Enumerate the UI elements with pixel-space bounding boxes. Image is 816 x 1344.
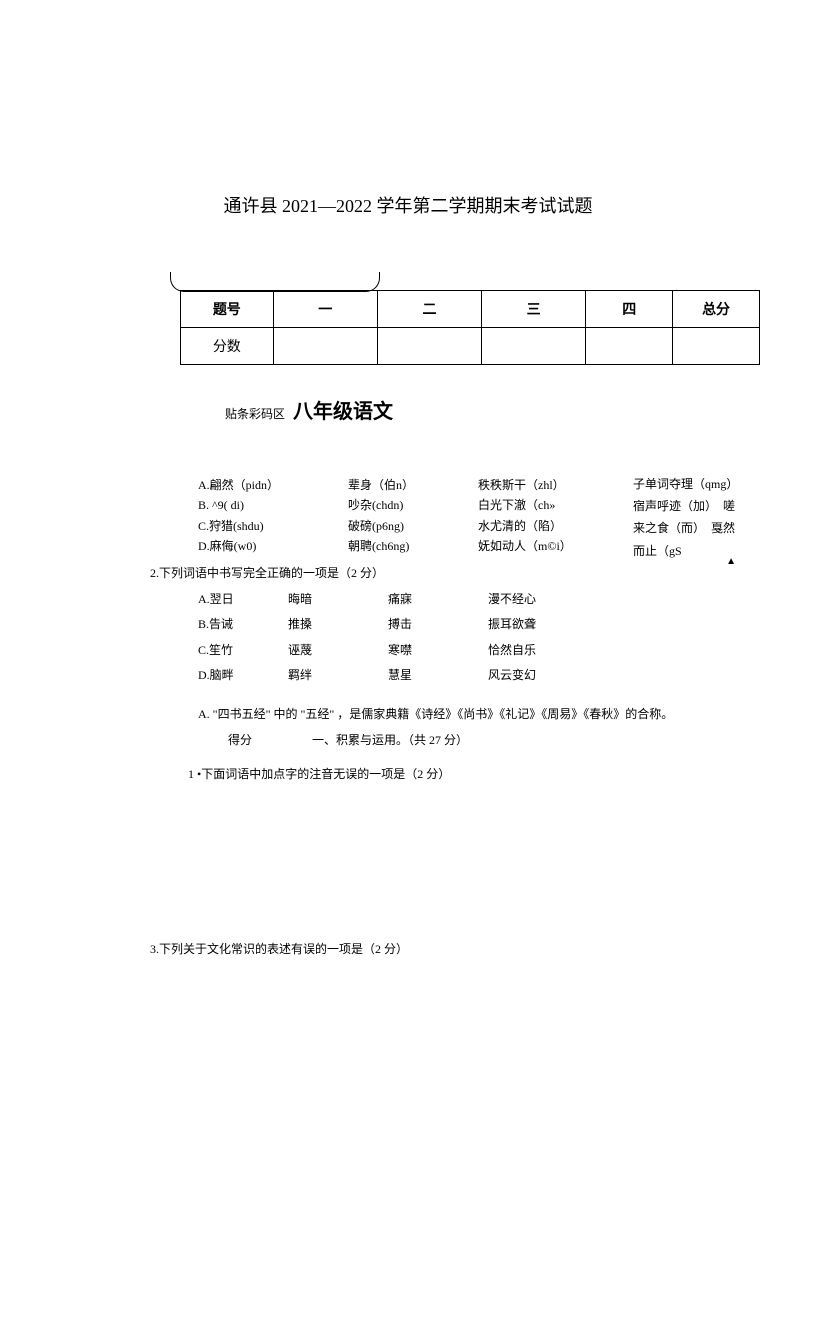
option-cell: 辈身（伯n） [348, 475, 478, 495]
score-cell [273, 328, 377, 365]
option-cell: B. ^9( di) [198, 495, 348, 515]
option-cell: 朝聘(ch6ng) [348, 536, 478, 556]
option-cell: 羁绊 [288, 665, 388, 685]
option-cell: 诬蔑 [288, 640, 388, 660]
header-cell: 三 [482, 291, 586, 328]
option-cell: D.麻侮(w0) [198, 536, 348, 556]
grade-subject: 八年级语文 [293, 395, 393, 424]
question-1: 1 •下面词语中加点字的注音无误的一项是（2 分） [188, 764, 760, 784]
score-cell [377, 328, 481, 365]
option-cell: A.翌日 [198, 589, 288, 609]
score-table: 题号 一 二 三 四 总分 分数 [180, 290, 760, 365]
q1-options-grid: A.翩然（pidn） 辈身（伯n） 秩秩斯干（zhl） B. ^9( di) 吵… [198, 475, 760, 557]
option-cell: A.翩然（pidn） [198, 475, 348, 495]
header-cell: 二 [377, 291, 481, 328]
option-cell: 恰然自乐 [488, 640, 760, 660]
row-label-cell: 分数 [181, 328, 274, 365]
option-cell: 水尤清的（陷） [478, 516, 628, 536]
q2-options-grid: A.翌日 晦暗 痛寐 漫不经心 B.告诫 推搡 搏击 振耳欲聋 C.笙竹 诬蔑 … [198, 589, 760, 686]
barcode-label: 贴条彩码区 [225, 405, 285, 422]
option-cell: 秩秩斯干（zhl） [478, 475, 628, 495]
option-cell: D.脑畔 [198, 665, 288, 685]
content-area: A.翩然（pidn） 辈身（伯n） 秩秩斯干（zhl） B. ^9( di) 吵… [180, 475, 760, 785]
score-cell [482, 328, 586, 365]
option-cell: 风云变幻 [488, 665, 760, 685]
question-3: 3.下列关于文化常识的表述有误的一项是（2 分） [150, 940, 408, 957]
score-table-container: 题号 一 二 三 四 总分 分数 [180, 290, 760, 365]
table-score-row: 分数 [181, 328, 760, 365]
score-cell [673, 328, 760, 365]
option-cell: 妩如动人（m©i） [478, 536, 628, 556]
header-cell: 总分 [673, 291, 760, 328]
section-header: 得分 一、积累与运用。（共 27 分） [228, 730, 760, 750]
score-cell [586, 328, 673, 365]
option-a-statement: A. "四书五经" 中的 "五经" ，是儒家典籍《诗经》《尚书》《礼记》《周易》… [198, 704, 760, 724]
option-cell [628, 536, 760, 556]
option-cell: 漫不经心 [488, 589, 760, 609]
option-cell: 振耳欲聋 [488, 614, 760, 634]
option-cell: 慧星 [388, 665, 488, 685]
option-cell: 晦暗 [288, 589, 388, 609]
tab-shape [170, 272, 380, 292]
option-cell: B.告诫 [198, 614, 288, 634]
header-cell: 四 [586, 291, 673, 328]
header-cell: 一 [273, 291, 377, 328]
option-cell: 吵杂(chdn) [348, 495, 478, 515]
exam-title: 通许县 2021—2022 学年第二学期期末考试试题 [0, 192, 816, 218]
subtitle-row: 贴条彩码区 八年级语文 [225, 395, 393, 424]
option-cell: 破磅(p6ng) [348, 516, 478, 536]
header-cell: 题号 [181, 291, 274, 328]
option-cell: 搏击 [388, 614, 488, 634]
option-cell: C.狩猎(shdu) [198, 516, 348, 536]
option-cell: 痛寐 [388, 589, 488, 609]
question-2: 2.下列词语中书写完全正确的一项是（2 分） [150, 563, 760, 583]
option-cell: 寒噤 [388, 640, 488, 660]
option-cell: 推搡 [288, 614, 388, 634]
option-cell [628, 495, 760, 515]
table-header-row: 题号 一 二 三 四 总分 [181, 291, 760, 328]
option-cell: 白光下澈（ch» [478, 495, 628, 515]
option-cell: C.笙竹 [198, 640, 288, 660]
option-cell [628, 516, 760, 536]
option-cell [628, 475, 760, 495]
